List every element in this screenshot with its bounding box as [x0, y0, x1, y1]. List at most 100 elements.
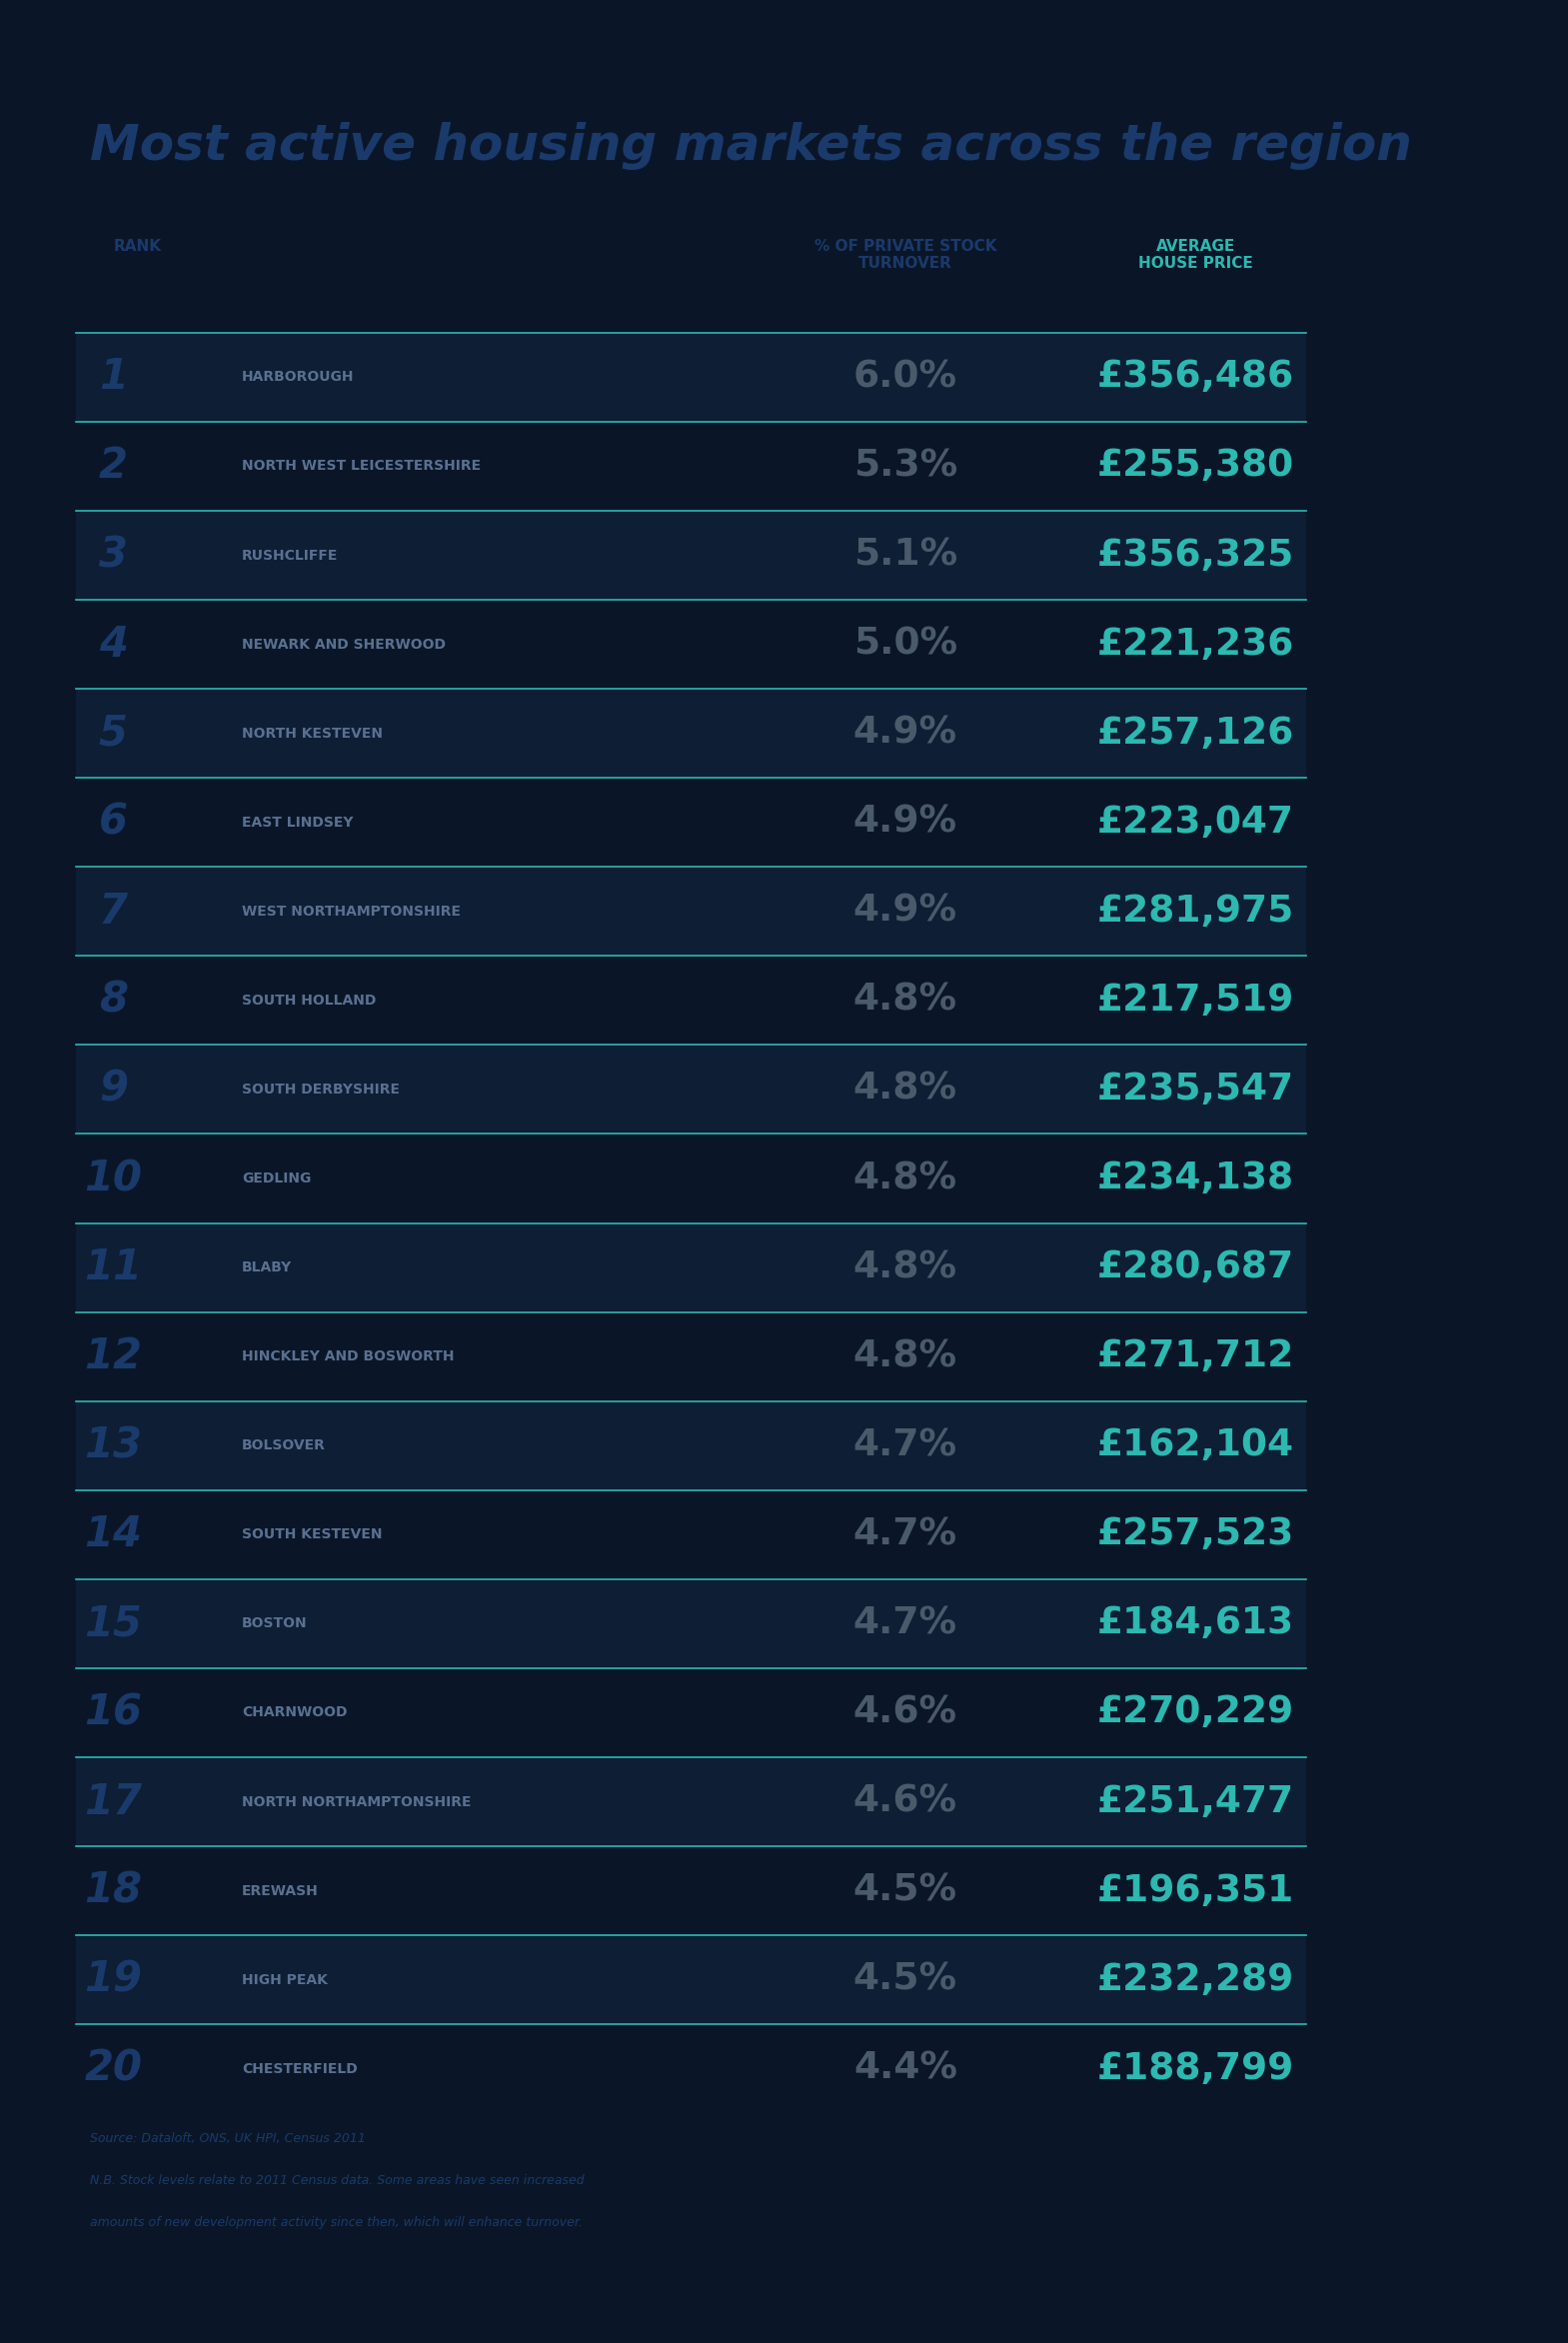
Text: 10: 10: [85, 1157, 143, 1200]
Text: 14: 14: [85, 1514, 143, 1556]
Text: 8: 8: [99, 979, 129, 1022]
Text: HINCKLEY AND BOSWORTH: HINCKLEY AND BOSWORTH: [241, 1350, 455, 1364]
Text: 6.0%: 6.0%: [853, 358, 958, 396]
Text: 1: 1: [99, 356, 129, 398]
Text: 12: 12: [85, 1336, 143, 1378]
Text: 16: 16: [85, 1692, 143, 1734]
Text: BOSTON: BOSTON: [241, 1617, 307, 1631]
Text: 4.9%: 4.9%: [853, 804, 958, 841]
Text: 13: 13: [85, 1425, 143, 1467]
Text: 4.9%: 4.9%: [853, 715, 958, 752]
Text: 4.6%: 4.6%: [853, 1783, 958, 1821]
Text: 7: 7: [99, 890, 129, 933]
Text: NORTH NORTHAMPTONSHIRE: NORTH NORTHAMPTONSHIRE: [241, 1795, 472, 1809]
Text: 4.7%: 4.7%: [853, 1516, 958, 1553]
Text: EAST LINDSEY: EAST LINDSEY: [241, 815, 353, 829]
Text: 4.8%: 4.8%: [853, 982, 958, 1019]
FancyBboxPatch shape: [75, 1579, 1306, 1668]
Text: CHESTERFIELD: CHESTERFIELD: [241, 2062, 358, 2076]
Text: amounts of new development activity since then, which will enhance turnover.: amounts of new development activity sinc…: [89, 2216, 582, 2231]
Text: 20: 20: [85, 2048, 143, 2090]
FancyBboxPatch shape: [75, 1312, 1306, 1401]
FancyBboxPatch shape: [75, 1401, 1306, 1490]
Text: NEWARK AND SHERWOOD: NEWARK AND SHERWOOD: [241, 637, 445, 651]
Text: 4.8%: 4.8%: [853, 1249, 958, 1286]
Text: % OF PRIVATE STOCK
TURNOVER: % OF PRIVATE STOCK TURNOVER: [814, 239, 997, 272]
Text: BLABY: BLABY: [241, 1261, 292, 1275]
Text: HIGH PEAK: HIGH PEAK: [241, 1973, 328, 1987]
Text: WEST NORTHAMPTONSHIRE: WEST NORTHAMPTONSHIRE: [241, 904, 461, 918]
Text: EREWASH: EREWASH: [241, 1884, 318, 1898]
Text: 4.8%: 4.8%: [853, 1160, 958, 1197]
FancyBboxPatch shape: [75, 1846, 1306, 1935]
Text: 4.7%: 4.7%: [853, 1427, 958, 1464]
Text: Source: Dataloft, ONS, UK HPI, Census 2011: Source: Dataloft, ONS, UK HPI, Census 20…: [89, 2132, 365, 2146]
Text: NORTH WEST LEICESTERSHIRE: NORTH WEST LEICESTERSHIRE: [241, 459, 481, 473]
Text: 5.0%: 5.0%: [853, 626, 958, 663]
Text: 15: 15: [85, 1603, 143, 1645]
Text: £188,799: £188,799: [1098, 2050, 1294, 2088]
Text: £234,138: £234,138: [1098, 1160, 1294, 1197]
FancyBboxPatch shape: [75, 1935, 1306, 2024]
Text: 4.7%: 4.7%: [853, 1605, 958, 1642]
Text: £184,613: £184,613: [1098, 1605, 1294, 1642]
Text: NORTH KESTEVEN: NORTH KESTEVEN: [241, 726, 383, 740]
Text: £221,236: £221,236: [1098, 626, 1294, 663]
Text: RUSHCLIFFE: RUSHCLIFFE: [241, 548, 339, 562]
FancyBboxPatch shape: [75, 1757, 1306, 1846]
FancyBboxPatch shape: [75, 511, 1306, 600]
Text: 2: 2: [99, 445, 129, 487]
FancyBboxPatch shape: [75, 1490, 1306, 1579]
Text: 3: 3: [99, 534, 129, 576]
FancyBboxPatch shape: [75, 333, 1306, 422]
Text: 17: 17: [85, 1781, 143, 1823]
Text: 4.8%: 4.8%: [853, 1071, 958, 1108]
FancyBboxPatch shape: [75, 867, 1306, 956]
Text: £257,126: £257,126: [1098, 715, 1294, 752]
Text: £280,687: £280,687: [1098, 1249, 1294, 1286]
Text: SOUTH HOLLAND: SOUTH HOLLAND: [241, 993, 376, 1007]
FancyBboxPatch shape: [75, 1045, 1306, 1134]
FancyBboxPatch shape: [75, 1134, 1306, 1223]
Text: 19: 19: [85, 1959, 143, 2001]
Text: £255,380: £255,380: [1098, 448, 1294, 485]
Text: 11: 11: [85, 1246, 143, 1289]
Text: £356,325: £356,325: [1098, 537, 1294, 574]
Text: £271,712: £271,712: [1098, 1338, 1294, 1375]
FancyBboxPatch shape: [75, 422, 1306, 511]
FancyBboxPatch shape: [75, 689, 1306, 778]
Text: £223,047: £223,047: [1098, 804, 1294, 841]
FancyBboxPatch shape: [75, 1223, 1306, 1312]
Text: 18: 18: [85, 1870, 143, 1912]
Text: £257,523: £257,523: [1098, 1516, 1294, 1553]
Text: 4.4%: 4.4%: [853, 2050, 958, 2088]
Text: £162,104: £162,104: [1098, 1427, 1294, 1464]
FancyBboxPatch shape: [75, 66, 1306, 2277]
FancyBboxPatch shape: [75, 600, 1306, 689]
Text: 5: 5: [99, 712, 129, 754]
Text: Most active housing markets across the region: Most active housing markets across the r…: [89, 122, 1411, 169]
Text: 5.3%: 5.3%: [853, 448, 958, 485]
Text: HARBOROUGH: HARBOROUGH: [241, 370, 354, 384]
Text: SOUTH KESTEVEN: SOUTH KESTEVEN: [241, 1528, 383, 1542]
Text: £281,975: £281,975: [1098, 893, 1294, 930]
Text: 4.8%: 4.8%: [853, 1338, 958, 1375]
FancyBboxPatch shape: [75, 956, 1306, 1045]
Text: £217,519: £217,519: [1098, 982, 1294, 1019]
Text: SOUTH DERBYSHIRE: SOUTH DERBYSHIRE: [241, 1082, 400, 1097]
FancyBboxPatch shape: [75, 2024, 1306, 2113]
FancyBboxPatch shape: [75, 778, 1306, 867]
Text: RANK: RANK: [113, 239, 162, 253]
Text: £251,477: £251,477: [1098, 1783, 1294, 1821]
Text: £235,547: £235,547: [1098, 1071, 1294, 1108]
Text: GEDLING: GEDLING: [241, 1172, 310, 1186]
Text: 9: 9: [99, 1068, 129, 1111]
Text: BOLSOVER: BOLSOVER: [241, 1439, 326, 1453]
Text: AVERAGE
HOUSE PRICE: AVERAGE HOUSE PRICE: [1138, 239, 1253, 272]
Text: 4.5%: 4.5%: [853, 1872, 958, 1910]
Text: N.B. Stock levels relate to 2011 Census data. Some areas have seen increased: N.B. Stock levels relate to 2011 Census …: [89, 2174, 585, 2188]
Text: CHARNWOOD: CHARNWOOD: [241, 1706, 348, 1720]
Text: 4.5%: 4.5%: [853, 1961, 958, 1999]
FancyBboxPatch shape: [75, 1668, 1306, 1757]
Text: £232,289: £232,289: [1098, 1961, 1294, 1999]
